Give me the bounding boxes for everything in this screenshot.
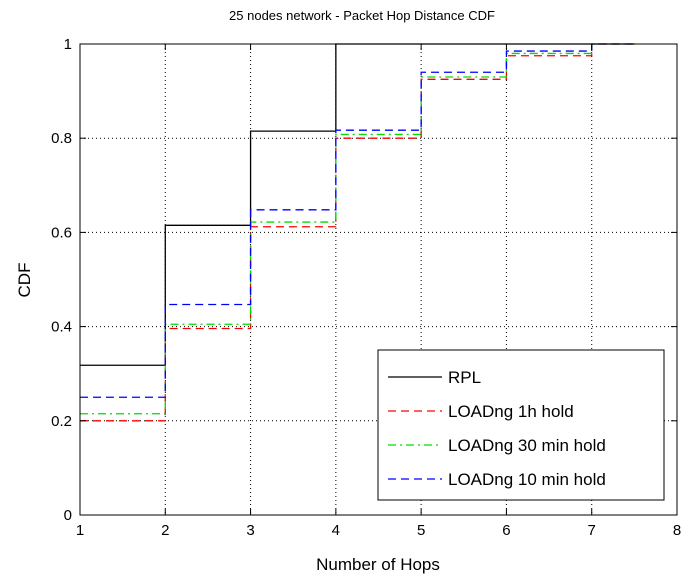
x-tick-label: 2 [161, 522, 169, 539]
y-tick-label: 0.6 [51, 224, 72, 241]
legend: RPL LOADng 1h hold LOADng 30 min hold LOADn… [377, 349, 665, 501]
legend-label-3: LOADng 10 min hold [448, 470, 606, 489]
series-line-0 [80, 43, 635, 366]
plot-frame [79, 43, 678, 516]
x-tick-label: 5 [417, 522, 425, 539]
legend-box [377, 349, 665, 501]
y-axis-label: CDF [15, 263, 34, 298]
series-line-1 [80, 43, 635, 422]
legend-label-0: RPL [448, 368, 481, 387]
legend-label-2: LOADng 30 min hold [448, 436, 606, 455]
y-tick-label: 0.8 [51, 130, 72, 147]
x-tick-label: 4 [332, 522, 340, 539]
x-axis-label: Number of Hops [316, 555, 440, 574]
x-tick-label: 8 [673, 522, 681, 539]
legend-label-1: LOADng 1h hold [448, 402, 574, 421]
series-line-3 [80, 43, 635, 398]
series-line-2 [80, 43, 635, 415]
y-tick-label: 0.2 [51, 413, 72, 430]
x-tick-label: 3 [246, 522, 254, 539]
y-tick-label: 0 [64, 507, 72, 524]
y-tick-label: 1 [64, 36, 72, 53]
x-tick-label: 7 [588, 522, 596, 539]
x-tick-label: 1 [76, 522, 84, 539]
chart-title: 25 nodes network - Packet Hop Distance C… [229, 8, 495, 23]
axis-ticks: 1 2 3 4 5 6 7 8 0 0.2 0.4 0.6 0.8 1 [51, 36, 681, 539]
y-tick-label: 0.4 [51, 319, 72, 336]
x-tick-label: 6 [502, 522, 510, 539]
